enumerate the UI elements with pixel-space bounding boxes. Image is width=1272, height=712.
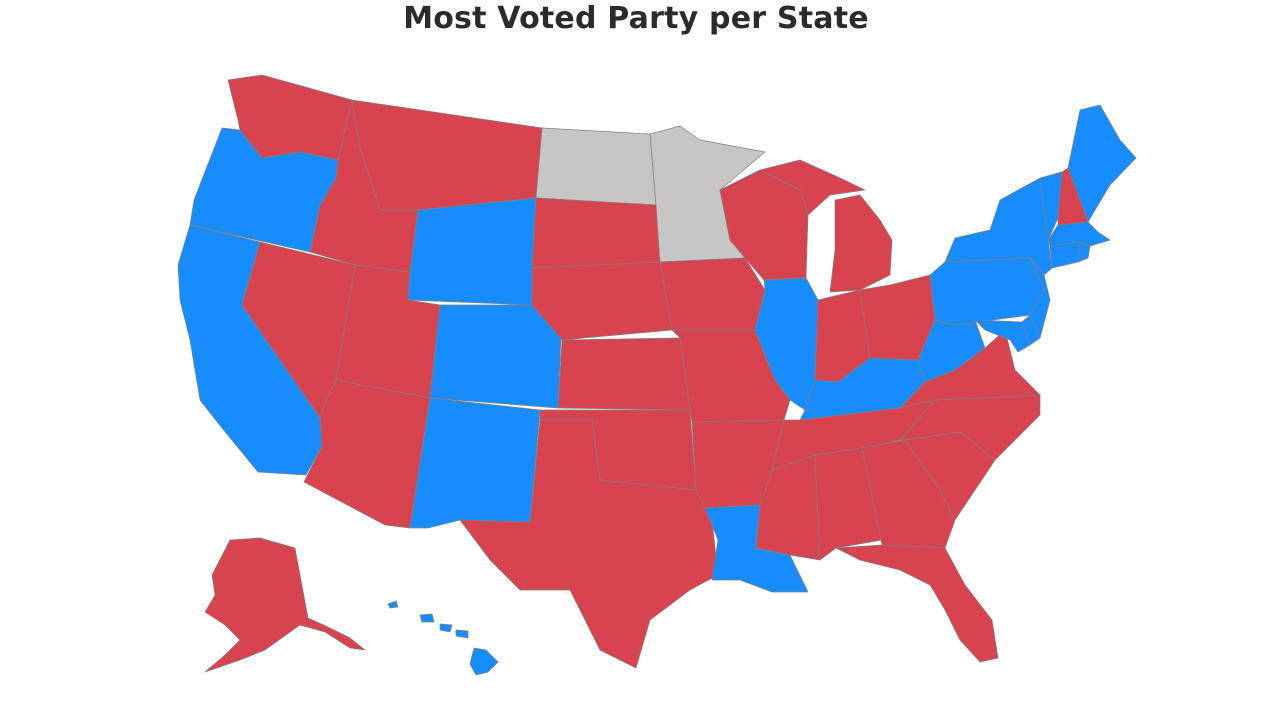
state-FL[interactable] bbox=[836, 545, 998, 662]
state-NM[interactable] bbox=[410, 398, 540, 528]
state-PA[interactable] bbox=[930, 258, 1044, 325]
state-AK[interactable] bbox=[205, 538, 365, 672]
state-MT[interactable] bbox=[352, 100, 542, 210]
state-CO[interactable] bbox=[430, 305, 562, 408]
state-WY[interactable] bbox=[408, 198, 536, 305]
state-ND[interactable] bbox=[536, 128, 656, 205]
state-NE[interactable] bbox=[532, 262, 672, 340]
state-RI[interactable] bbox=[1078, 242, 1090, 262]
state-KS[interactable] bbox=[558, 338, 690, 410]
state-IA[interactable] bbox=[660, 258, 765, 330]
state-HI[interactable] bbox=[388, 601, 498, 675]
state-CT[interactable] bbox=[1050, 242, 1080, 268]
state-SD[interactable] bbox=[532, 198, 660, 268]
